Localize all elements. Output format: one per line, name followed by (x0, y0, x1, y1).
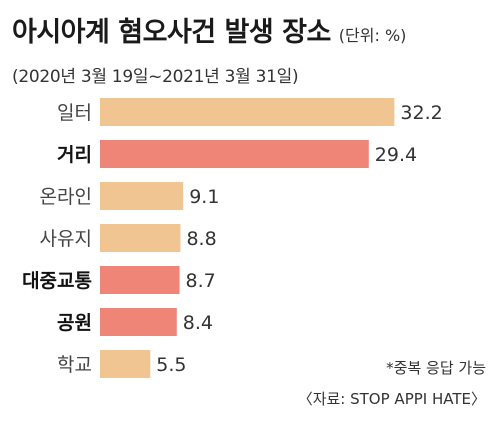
bar (100, 224, 181, 252)
value-label: 5.5 (156, 354, 186, 376)
chart-subtitle: (2020년 3월 19일~2021년 3월 31일) (12, 67, 299, 87)
bar (100, 350, 151, 378)
value-label: 9.1 (189, 186, 219, 208)
chart-title: 아시아계 혐오사건 발생 장소 (12, 17, 331, 48)
category-label: 거리 (57, 144, 92, 166)
category-label: 온라인 (40, 186, 92, 208)
source-note: 〈자료: STOP APPI HATE〉 (297, 390, 486, 408)
value-label: 32.2 (400, 102, 442, 124)
bar (100, 182, 184, 210)
value-label: 29.4 (375, 144, 417, 166)
category-label: 공원 (57, 312, 92, 334)
value-label: 8.4 (183, 312, 213, 334)
footnote: *중복 응답 가능 (386, 359, 486, 377)
category-label: 일터 (57, 102, 92, 124)
value-label: 8.7 (186, 270, 216, 292)
category-label: 학교 (57, 354, 92, 376)
chart-title-row: 아시아계 혐오사건 발생 장소 (단위: %) (12, 10, 406, 49)
category-label: 대중교통 (22, 270, 92, 292)
bar (100, 140, 369, 168)
value-label: 8.8 (186, 228, 216, 250)
bar (100, 98, 395, 126)
unit-label: (단위: %) (338, 26, 407, 45)
bar (100, 308, 177, 336)
category-label: 사유지 (40, 228, 92, 250)
bar (100, 266, 180, 294)
